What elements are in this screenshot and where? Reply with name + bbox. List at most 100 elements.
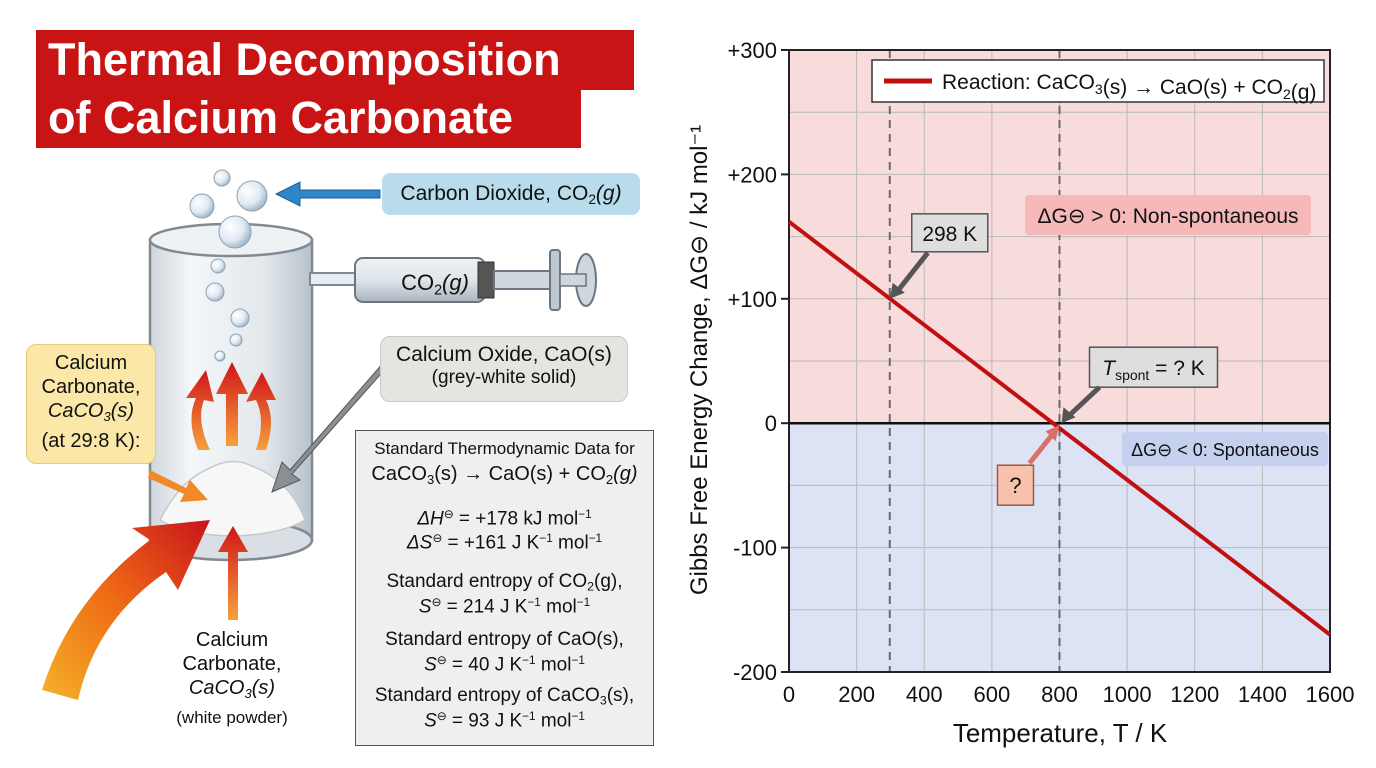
caco3-bottom-line4: (white powder) [176, 707, 288, 727]
caco3-s-value: = 93 J K [446, 710, 523, 732]
syringe-label-subscript: 2 [434, 282, 443, 299]
heading2-part-a: CaCO [371, 463, 427, 485]
co2-entropy-sub: 2 [587, 579, 595, 594]
caco3-left-line2: Carbonate, [41, 376, 141, 398]
title-line-1: Thermal Decomposition [48, 34, 561, 85]
caco3-bottom-label: Calcium Carbonate, CaCO3(s) (white powde… [150, 628, 314, 738]
cao-s-value: = 40 J K [446, 654, 523, 676]
chart-series [787, 220, 1332, 637]
caco3-entropy-state: (s), [606, 685, 635, 706]
x-tick-label: 1400 [1238, 682, 1287, 707]
annotation-tspont-box [1088, 346, 1219, 388]
reaction-line [787, 220, 1332, 637]
cao-callout: Calcium Oxide, CaO(s) (grey-white solid) [380, 336, 628, 402]
annotation-tspont-arrowhead [1061, 407, 1076, 424]
co2-s-exp1: −1 [527, 596, 541, 609]
enthalpy-line: ΔH⊖ = +178 kJ mol−1 [417, 508, 592, 530]
annotation-298k-box [911, 213, 989, 253]
co2-pointer-arrow [274, 181, 381, 207]
co2-gas-state: (g) [595, 182, 622, 205]
caco3-left-formula: CaCO [47, 400, 104, 422]
caco3-left-line1: Calcium [54, 352, 128, 374]
caco3-s-exp2: −1 [571, 710, 585, 723]
x-tick-label: 800 [1041, 682, 1078, 707]
co2-entropy-heading: Standard entropy of CO2(g), [356, 571, 653, 594]
caco3-left-subscript: 3 [103, 408, 111, 424]
thermodynamic-data-box: Standard Thermodynamic Data for CaCO3(s)… [355, 430, 654, 746]
heading2-sub-a: 3 [426, 471, 435, 487]
annotation-298k-arrow [895, 251, 930, 293]
co2-gas-callout: Carbon Dioxide, CO2(g) [382, 173, 640, 215]
title-banner: Thermal Decomposition of Calcium Carbona… [36, 30, 634, 148]
enthalpy-exponent: −1 [578, 508, 592, 521]
positive-region-label: ΔG⊖ > 0: Non-spontaneous [1037, 205, 1298, 228]
annotation-tspont-label: Tspont = ? K [1102, 357, 1205, 383]
x-tick-label: 400 [906, 682, 943, 707]
co2-entropy-text: Standard entropy of CO [386, 571, 588, 592]
y-tick-label: +300 [727, 38, 777, 63]
co2-bubbles [189, 169, 268, 362]
legend-label: Reaction: CaCO3(s) → CaO(s) + CO2(g) [942, 71, 1316, 104]
caco3-s-symbol: S [424, 710, 437, 732]
co2-gas-subscript: 2 [588, 192, 596, 208]
cao-entropy-value: S⊖ = 40 J K−1 mol−1 [424, 654, 585, 676]
co2-entropy-value: S⊖ = 214 J K−1 mol−1 [418, 596, 591, 618]
chart-annotations: 298 K Tspont = ? K? ΔG⊖ > 0: Non-spontaneo… [889, 195, 1328, 506]
data-heading-2: CaCO3(s) → CaO(s) + CO2(g) [356, 463, 653, 487]
annotation-tspont-arrow [1067, 385, 1102, 418]
heading2-part-c: (g) [613, 463, 638, 485]
entropy-exponent-1: −1 [539, 532, 553, 545]
enthalpy-symbol: ΔH [417, 508, 444, 530]
chart-reference-lines [888, 50, 1061, 672]
heading2-sub-b: 2 [605, 471, 614, 487]
co2-s-value: = 214 J K [441, 596, 528, 618]
legend-box [871, 59, 1325, 103]
bottom-label-arrow [218, 526, 248, 620]
annotation-298k-label: 298 K [922, 223, 977, 246]
cao-s-exp2: −1 [571, 654, 585, 667]
chart-legend: Reaction: CaCO3(s) → CaO(s) + CO2(g) [871, 59, 1325, 104]
co2-s-mol: mol [540, 596, 577, 618]
entropy-change-line: ΔS⊖ = +161 J K−1 mol−1 [406, 532, 603, 554]
y-tick-label: 0 [765, 411, 777, 436]
caco3-entropy-heading: Standard entropy of CaCO3(s), [356, 685, 653, 708]
caco3-bottom-formula: CaCO [188, 677, 245, 699]
apparatus-illustration [42, 169, 597, 700]
rising-heat-arrows [186, 362, 276, 450]
negative-region-label: ΔG⊖ < 0: Spontaneous [1131, 440, 1319, 460]
co2-entropy-state: (g), [594, 571, 623, 592]
enthalpy-value: = +178 kJ mol [453, 508, 579, 530]
entropy-exponent-2: −1 [588, 532, 603, 545]
cao-s-symbol: S [424, 654, 437, 676]
annotation-question-arrowhead [1045, 425, 1060, 442]
syringe-label: CO2(g) [393, 266, 477, 300]
cao-entropy-heading: Standard entropy of CaO(s), [385, 629, 624, 650]
positive-region-label-box [1025, 195, 1311, 235]
x-tick-label: 1200 [1170, 682, 1219, 707]
caco3-bottom-state: (s) [251, 677, 276, 699]
cao-s-mol: mol [535, 654, 572, 676]
negative-region-label-box [1122, 432, 1328, 466]
chart-axes [788, 49, 1331, 673]
entropy-symbol: ΔS [406, 532, 433, 554]
caco3-entropy-sub: 3 [599, 693, 607, 708]
title-background-bottom [36, 88, 581, 148]
y-tick-label: +200 [727, 162, 777, 187]
caco3-bottom-line2: Carbonate, [182, 653, 282, 675]
x-axis-label: Temperature, T / K [953, 718, 1168, 748]
x-tick-label: 1000 [1103, 682, 1152, 707]
y-tick-label: -100 [733, 536, 777, 561]
entropy-mol: mol [552, 532, 589, 554]
caco3-left-callout: Calcium Carbonate, CaCO3(s) (at 29:8 K): [26, 344, 156, 464]
cao-label-line2: (grey-white solid) [431, 367, 577, 388]
caco3-s-mol: mol [535, 710, 572, 732]
cao-pointer-arrow [271, 361, 389, 493]
annotation-298k-arrowhead [889, 282, 905, 299]
caco3-powder [159, 460, 306, 537]
y-tick-label: +100 [727, 287, 777, 312]
annotation-question-arrow [1027, 431, 1056, 465]
caco3-entropy-value: S⊖ = 93 J K−1 mol−1 [424, 710, 585, 732]
cao-s-exp1: −1 [522, 654, 536, 667]
caco3-entropy-text: Standard entropy of CaCO [374, 685, 600, 706]
